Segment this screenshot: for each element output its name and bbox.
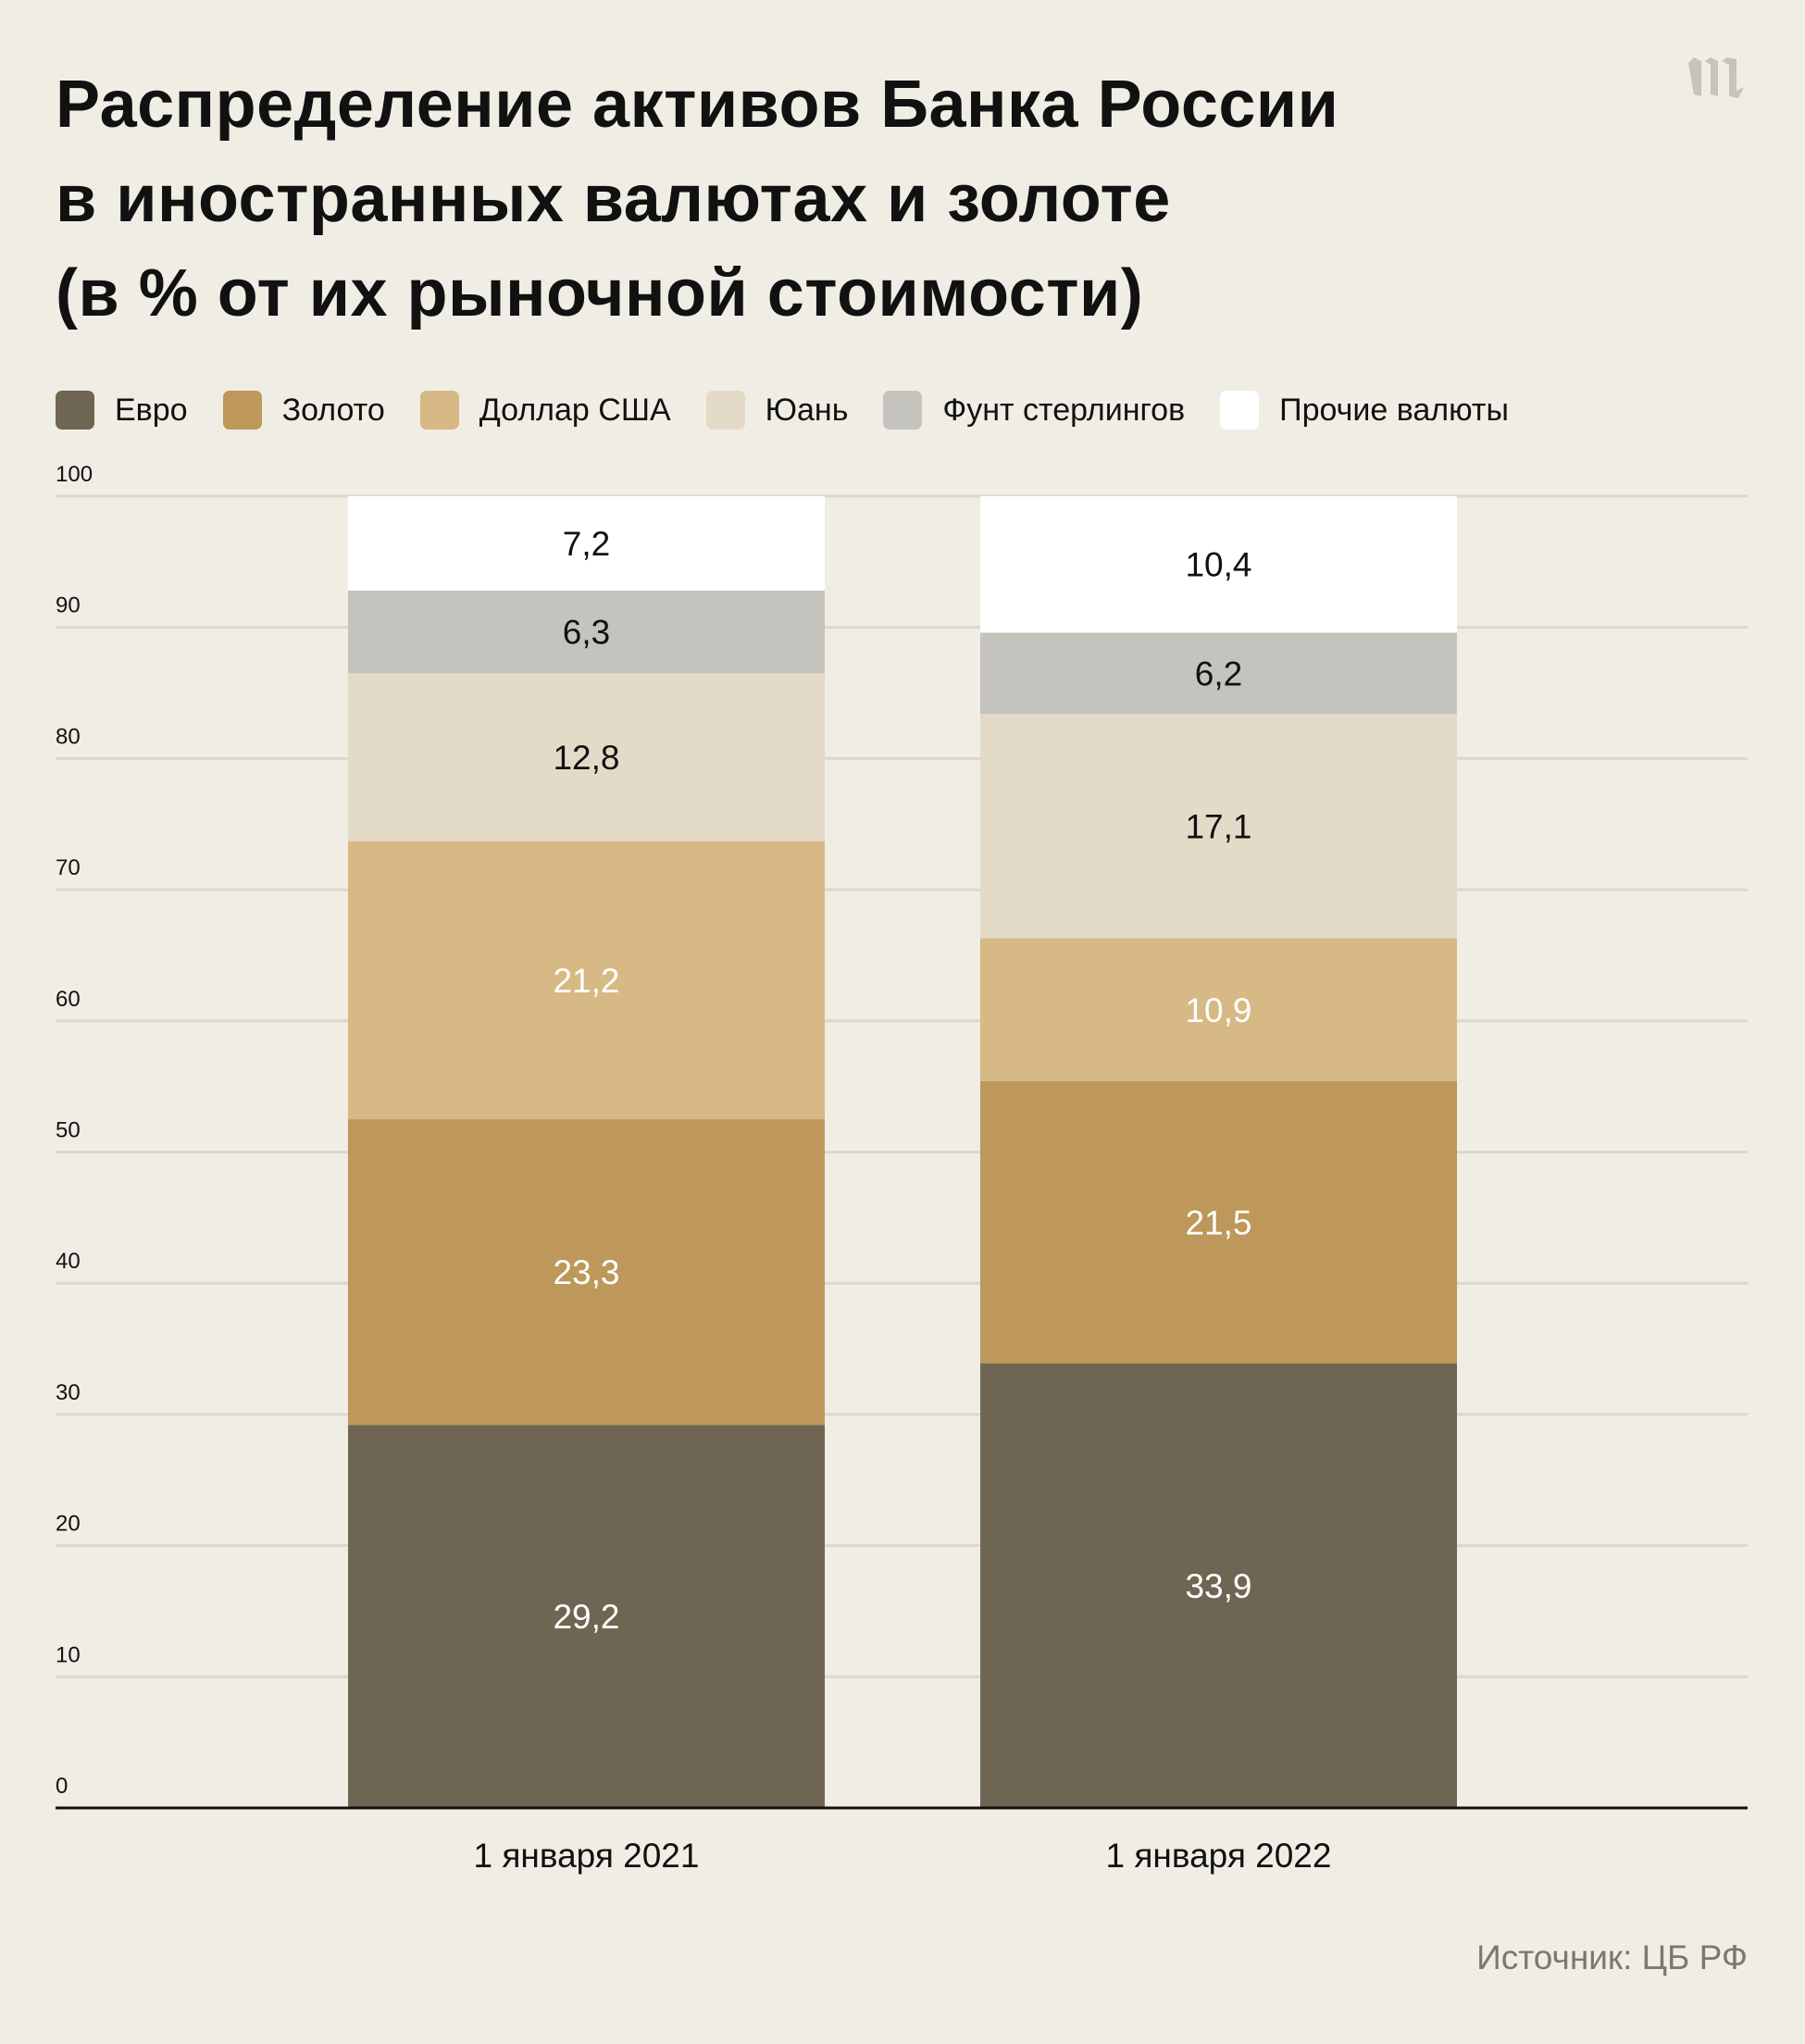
bar-segment [348,841,825,1120]
y-tick-label: 40 [56,1249,81,1274]
data-label: 7,2 [563,525,610,563]
x-tick-label: 1 января 2021 [474,1837,700,1875]
bar-segment [348,1425,825,1808]
bar-segment [980,496,1457,633]
y-tick-label: 70 [56,855,81,880]
y-tick-label: 60 [56,987,81,1012]
bar-segment [348,1119,825,1426]
legend-label: Евро [115,392,188,428]
y-tick-label: 20 [56,1512,81,1537]
bar-segment [980,632,1457,715]
data-label: 21,2 [553,962,619,1000]
legend-label: Фунт стерлингов [942,392,1186,428]
legend-swatch [1220,391,1260,430]
data-label: 29,2 [553,1598,619,1636]
data-label: 12,8 [553,739,619,777]
bar-segment [348,591,825,674]
source-note: Источник: ЦБ РФ [1476,1938,1748,1976]
legend-item: Доллар США [419,391,671,430]
bar-segment [980,714,1457,939]
bar-segment [348,496,825,592]
bar-segment [348,673,825,841]
legend: Евро Золото Доллар США Юань Фунт стерлингов П… [56,390,1544,430]
data-label: 21,5 [1185,1203,1251,1241]
data-label: 23,3 [553,1253,619,1291]
legend-item: Золото [222,391,385,430]
legend-swatch [705,391,745,430]
y-tick-label: 0 [56,1774,68,1799]
y-tick-label: 30 [56,1380,81,1405]
y-tick-label: 100 [56,462,93,487]
legend-item: Евро [56,391,188,430]
data-label: 33,9 [1185,1567,1251,1605]
bar-segment [980,1080,1457,1364]
data-label: 17,1 [1185,807,1251,845]
bar-segment [980,1363,1457,1808]
legend-label: Золото [281,392,385,428]
y-tick-label: 80 [56,724,81,749]
data-label: 10,9 [1185,991,1251,1029]
bar-segment [980,938,1457,1081]
title-line: Распределение активов Банка России [56,68,1339,142]
title-line: в иностранных валютах и золоте [56,162,1171,236]
legend-item: Юань [705,391,849,430]
legend-swatch [419,391,459,430]
legend-label: Прочие валюты [1279,392,1509,428]
legend-swatch [222,391,262,430]
chart-title: Распределение активов Банка России в ино… [56,57,1338,341]
legend-label: Юань [765,392,849,428]
legend-label: Доллар США [479,392,671,428]
legend-item: Прочие валюты [1220,391,1509,430]
data-label: 6,2 [1195,654,1242,692]
publisher-logo [1687,56,1751,106]
data-label: 6,3 [563,614,610,652]
x-tick-label: 1 января 2022 [1106,1837,1332,1875]
data-label: 10,4 [1185,546,1251,584]
y-tick-label: 50 [56,1118,81,1143]
y-tick-label: 90 [56,593,81,618]
legend-item: Фунт стерлингов [883,391,1185,430]
legend-swatch [883,391,923,430]
y-tick-label: 10 [56,1642,81,1667]
legend-swatch [56,391,94,430]
title-line: (в % от их рыночной стоимости) [56,256,1144,330]
